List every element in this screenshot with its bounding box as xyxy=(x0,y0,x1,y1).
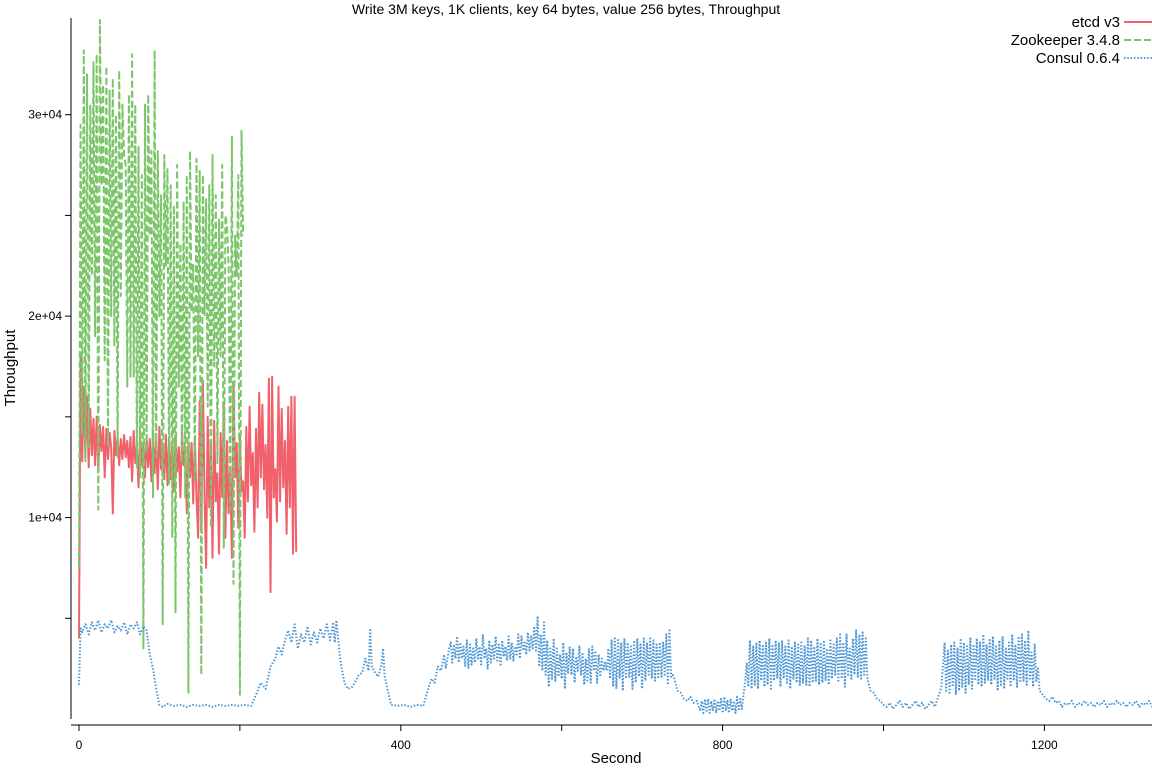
legend-label: etcd v3 xyxy=(1072,14,1120,31)
series-line-etcd-v3 xyxy=(78,351,298,639)
x-tick-label: 1200 xyxy=(1031,738,1058,752)
y-tick-label: 3e+04 xyxy=(28,108,62,122)
x-axis-ticks: 0 400 800 1200 xyxy=(76,725,1058,752)
x-tick-label: 400 xyxy=(391,738,411,752)
legend-label: Zookeeper 3.4.8 xyxy=(1011,32,1120,49)
y-tick-label: 2e+04 xyxy=(28,309,62,323)
y-axis-ticks: 1e+04 2e+04 3e+04 xyxy=(28,108,71,619)
series-line-consul-0-6-4 xyxy=(78,615,1152,714)
y-tick-label: 1e+04 xyxy=(28,511,62,525)
x-tick-label: 800 xyxy=(713,738,733,752)
y-axis-label: Throughput xyxy=(2,329,19,407)
x-axis-label: Second xyxy=(591,750,642,767)
x-tick-label: 0 xyxy=(76,738,83,752)
plot-area xyxy=(78,19,1152,714)
series-line-zookeeper-3-4-8 xyxy=(78,19,245,696)
legend-label: Consul 0.6.4 xyxy=(1036,50,1120,67)
chart-title: Write 3M keys, 1K clients, key 64 bytes,… xyxy=(352,1,780,17)
